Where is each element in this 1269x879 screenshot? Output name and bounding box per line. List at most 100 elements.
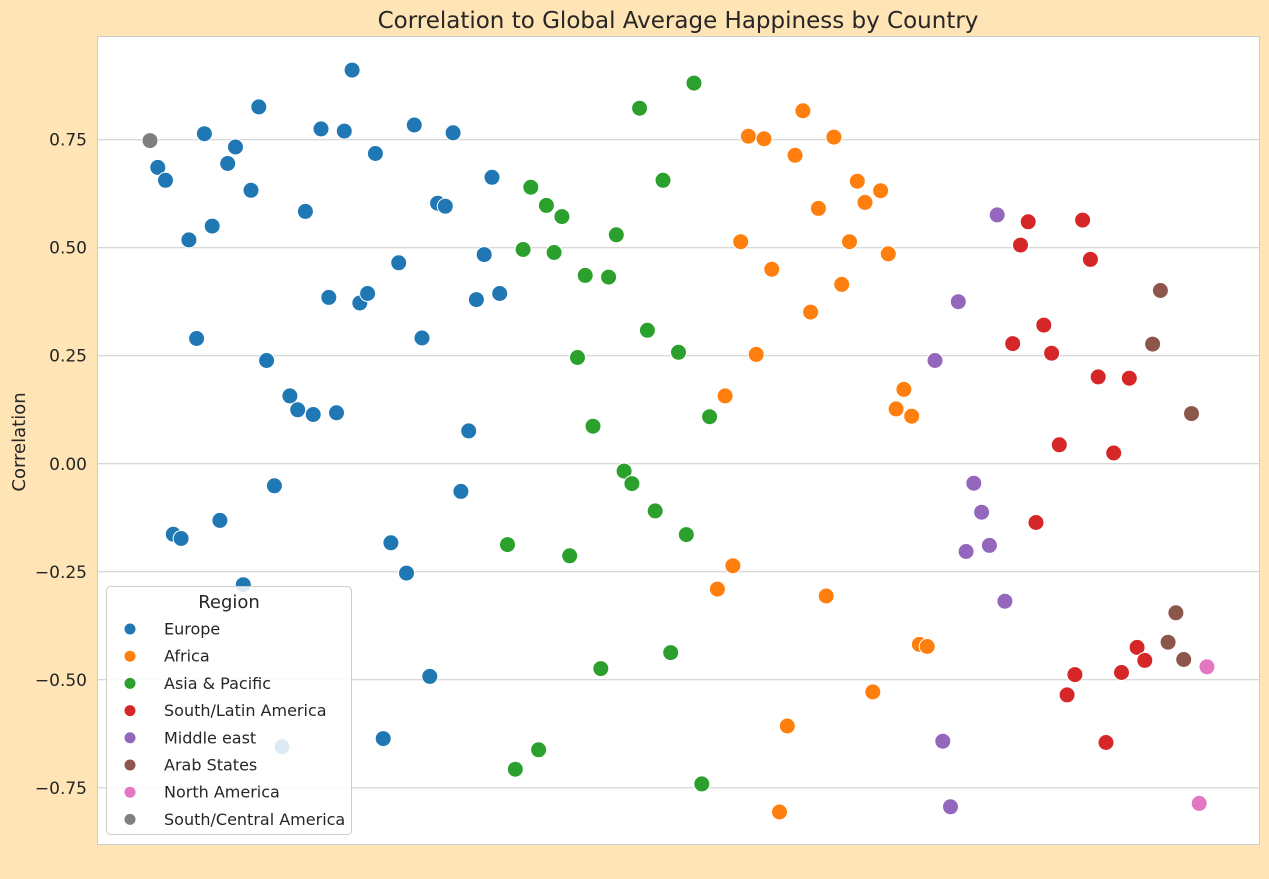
data-point (864, 683, 882, 701)
data-point (872, 182, 890, 200)
data-point (778, 717, 796, 735)
data-point (561, 547, 579, 565)
y-tick-label: −0.50 (35, 671, 87, 691)
legend-marker (124, 677, 136, 689)
data-point (398, 564, 415, 582)
data-point (265, 477, 283, 495)
data-point (833, 275, 851, 293)
data-point (1105, 444, 1123, 462)
data-point (258, 352, 276, 369)
data-point (701, 408, 719, 426)
data-point (491, 285, 509, 302)
data-point (444, 124, 462, 142)
data-point (281, 387, 299, 405)
data-point (1081, 250, 1099, 268)
data-point (1058, 686, 1076, 704)
legend-label: Middle east (164, 728, 256, 747)
data-point (623, 475, 641, 493)
data-point (887, 400, 905, 418)
data-point (848, 172, 866, 190)
data-point (296, 202, 314, 220)
data-point (1144, 335, 1162, 353)
data-point (879, 245, 897, 263)
y-tick-labels: −0.75 −0.50 −0.25 0.00 0.25 0.50 0.75 (35, 131, 87, 799)
legend-marker (124, 705, 136, 717)
data-point (1120, 369, 1138, 387)
data-point (157, 171, 174, 189)
data-point (514, 241, 532, 258)
data-point (195, 125, 213, 143)
data-point (607, 226, 625, 244)
data-point (1097, 734, 1115, 751)
data-point (203, 217, 221, 235)
data-point (1151, 282, 1169, 299)
data-point (359, 285, 377, 302)
data-point (980, 536, 998, 554)
data-point (188, 330, 206, 347)
data-point (382, 534, 400, 552)
y-tick-label: 0.75 (49, 131, 87, 151)
data-point (786, 146, 804, 164)
data-point (180, 231, 198, 249)
data-point (569, 349, 586, 366)
legend-title: Region (198, 592, 260, 613)
legend-label: North America (164, 783, 280, 802)
data-point (825, 128, 843, 146)
data-point (172, 530, 190, 547)
data-point (973, 503, 991, 521)
legend-label: Africa (164, 647, 210, 666)
data-point (739, 127, 757, 145)
data-point (755, 130, 773, 148)
data-point (390, 254, 408, 272)
data-point (809, 199, 827, 217)
legend-marker (124, 650, 136, 662)
data-point (467, 291, 485, 309)
data-point (747, 345, 765, 363)
y-tick-label: 0.50 (49, 239, 87, 259)
legend-marker (124, 732, 136, 744)
data-point (1190, 794, 1208, 812)
data-point (1175, 651, 1193, 668)
data-point (304, 406, 322, 423)
data-point (934, 732, 952, 750)
y-axis-label: Correlation (9, 392, 30, 491)
data-point (615, 462, 633, 480)
data-point (227, 138, 244, 156)
data-point (949, 293, 967, 311)
data-point (1167, 604, 1185, 622)
data-point (475, 246, 493, 264)
data-point (211, 511, 229, 529)
y-tick-label: 0.00 (49, 455, 87, 475)
data-point (724, 557, 742, 575)
data-point (708, 580, 726, 598)
data-point (732, 233, 750, 251)
data-point (1066, 666, 1084, 684)
data-point (677, 526, 695, 544)
data-point (638, 321, 656, 339)
data-point (1035, 316, 1053, 334)
chart-title: Correlation to Global Average Happiness … (378, 8, 979, 34)
data-point (662, 644, 680, 662)
data-point (794, 102, 812, 120)
data-point (483, 168, 501, 186)
data-point (374, 730, 392, 748)
data-point (957, 543, 975, 560)
data-point (328, 404, 345, 422)
data-point (926, 352, 944, 369)
data-point (670, 343, 687, 361)
data-point (988, 206, 1006, 224)
legend-marker (124, 813, 136, 825)
data-point (841, 233, 858, 251)
data-point (716, 387, 734, 405)
data-point (1074, 211, 1092, 229)
data-point (685, 74, 703, 92)
data-point (1089, 368, 1107, 386)
data-point (918, 638, 936, 655)
data-point (366, 145, 384, 162)
legend-label: Asia & Pacific (164, 674, 271, 693)
data-point (1113, 664, 1130, 681)
data-point (1027, 514, 1045, 531)
data-point (421, 667, 439, 685)
data-point (405, 116, 423, 134)
data-point (1043, 344, 1061, 362)
